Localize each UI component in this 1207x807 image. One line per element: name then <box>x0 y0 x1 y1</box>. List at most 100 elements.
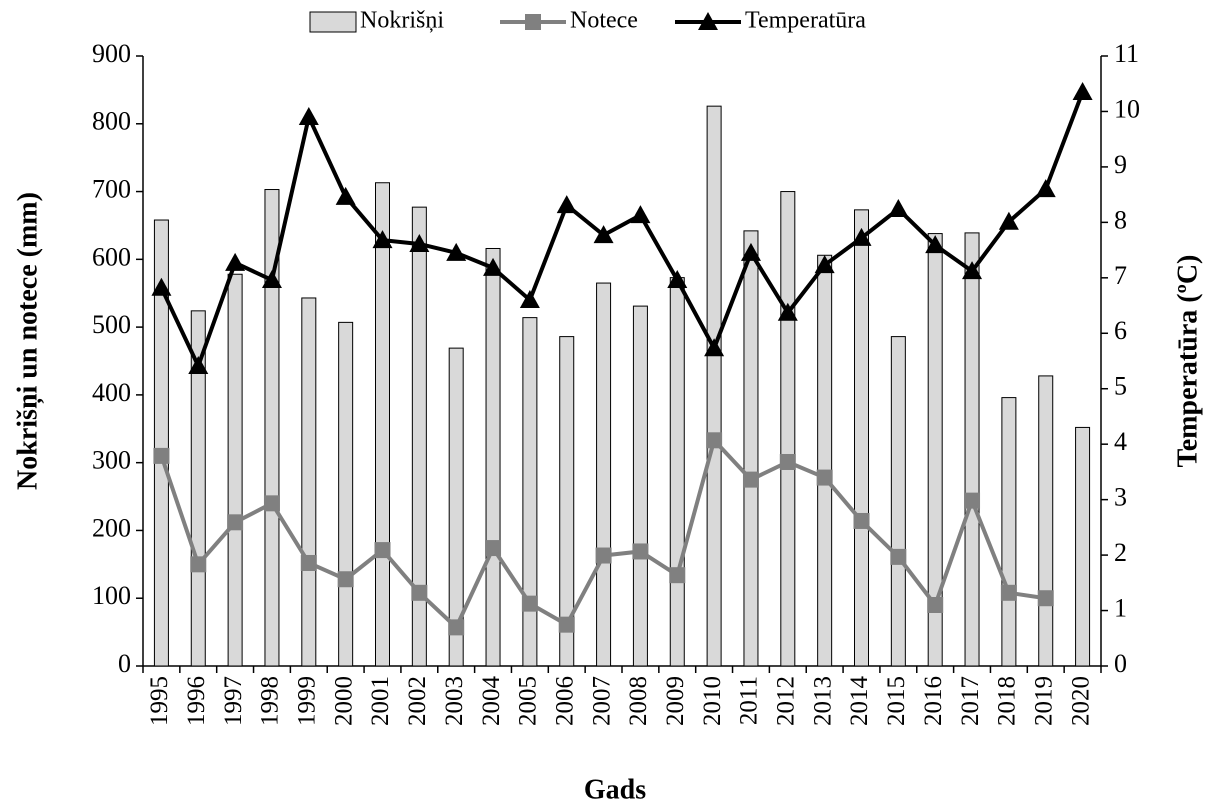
y-tick-label: 900 <box>92 39 131 68</box>
x-tick-label: 1999 <box>294 676 321 726</box>
bar <box>743 230 759 667</box>
bar <box>890 336 906 667</box>
marker <box>261 270 282 289</box>
legend-label: Nokrišņi <box>360 8 444 34</box>
marker <box>1035 179 1056 198</box>
x-tick-label: 2020 <box>1067 676 1094 726</box>
bar <box>817 254 833 667</box>
x-tick-label: 2012 <box>773 676 800 726</box>
x-tick-label: 1996 <box>183 676 210 726</box>
y-tick-label: 400 <box>92 378 131 407</box>
marker <box>779 453 796 470</box>
bar <box>522 317 538 667</box>
marker <box>298 107 319 125</box>
bar <box>669 277 685 667</box>
marker <box>225 252 246 271</box>
y2-tick-label: 0 <box>1114 649 1127 678</box>
x-tick-label: 2003 <box>441 676 468 726</box>
x-tick-label: 2009 <box>662 676 689 726</box>
bar <box>153 219 169 667</box>
marker <box>777 302 798 321</box>
bar <box>927 233 943 667</box>
bar <box>338 321 354 667</box>
x-tick-label: 2007 <box>588 676 615 726</box>
x-tick-label: 2011 <box>736 676 763 725</box>
x-tick-label: 2014 <box>846 676 873 727</box>
bar <box>227 273 243 667</box>
y-tick-label: 800 <box>92 107 131 136</box>
marker <box>519 290 540 308</box>
y-tick-label: 300 <box>92 446 131 475</box>
bar <box>1038 375 1054 667</box>
x-tick-label: 2016 <box>920 676 947 726</box>
y-axis-title: Nokrišņi un notece (mm) <box>12 192 44 490</box>
bar <box>854 209 869 667</box>
marker <box>556 195 577 214</box>
marker <box>851 227 872 246</box>
marker <box>337 571 354 588</box>
marker <box>742 471 759 488</box>
y-tick-label: 500 <box>92 310 131 339</box>
marker <box>632 543 649 560</box>
x-tick-label: 2002 <box>404 676 431 726</box>
marker <box>816 469 833 486</box>
x-tick-label: 1998 <box>257 676 284 726</box>
marker <box>190 556 207 573</box>
marker <box>998 211 1019 230</box>
marker <box>667 270 688 289</box>
marker <box>448 619 465 636</box>
y-tick-label: 600 <box>92 242 131 271</box>
marker <box>630 205 651 224</box>
y2-tick-label: 1 <box>1114 594 1127 623</box>
y2-tick-label: 9 <box>1114 150 1127 179</box>
bar <box>1001 397 1017 667</box>
marker <box>740 242 761 261</box>
y-tick-label: 200 <box>92 513 131 542</box>
y2-tick-label: 6 <box>1114 316 1127 345</box>
bar <box>190 310 206 667</box>
y2-tick-label: 5 <box>1114 372 1127 401</box>
y2-axis-title: Temperatūra (ºC) <box>1172 255 1203 468</box>
marker <box>1000 584 1017 601</box>
x-tick-label: 2008 <box>625 676 652 726</box>
bar <box>559 336 575 667</box>
y2-tick-label: 10 <box>1114 94 1140 123</box>
marker <box>227 514 244 531</box>
marker <box>300 554 317 571</box>
x-tick-label: 2018 <box>994 676 1021 726</box>
x-tick-label: 2001 <box>367 676 394 726</box>
bar <box>301 297 317 667</box>
y2-tick-label: 11 <box>1114 39 1139 68</box>
marker <box>153 447 170 464</box>
marker <box>890 548 907 565</box>
marker <box>962 261 983 280</box>
x-tick-label: 2004 <box>478 676 505 727</box>
marker <box>704 338 725 357</box>
bar <box>485 247 501 667</box>
marker <box>374 542 391 559</box>
x-tick-label: 1997 <box>220 676 247 726</box>
bar <box>780 191 796 667</box>
bar <box>411 206 427 667</box>
marker <box>595 547 612 564</box>
y2-tick-label: 8 <box>1114 205 1127 234</box>
bar <box>448 347 464 667</box>
marker <box>411 584 428 601</box>
bar <box>264 189 280 667</box>
bar <box>375 182 390 667</box>
x-tick-label: 2005 <box>515 676 542 726</box>
marker <box>888 199 909 218</box>
x-tick-label: 2006 <box>551 676 578 726</box>
marker <box>409 233 430 252</box>
bar <box>1075 426 1091 667</box>
marker <box>925 235 946 254</box>
marker <box>927 597 944 613</box>
marker <box>372 230 393 249</box>
bar <box>632 305 648 667</box>
x-tick-label: 2013 <box>809 676 836 726</box>
marker <box>485 540 502 557</box>
marker <box>335 186 356 205</box>
legend-swatch <box>309 11 357 33</box>
marker <box>188 355 209 374</box>
